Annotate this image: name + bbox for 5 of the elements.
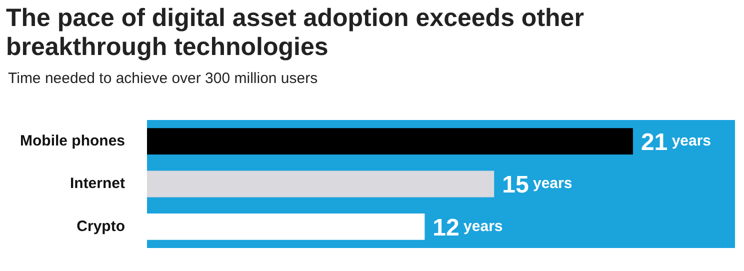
y-tick-label: Mobile phones: [20, 132, 125, 150]
chart-title: The pace of digital asset adoption exceeds other breakthrough technologies: [6, 4, 585, 62]
chart-subtitle: Time needed to achieve over 300 million users: [8, 70, 318, 87]
y-tick-label: Crypto: [76, 218, 125, 235]
y-tick-label: Internet: [70, 175, 125, 192]
